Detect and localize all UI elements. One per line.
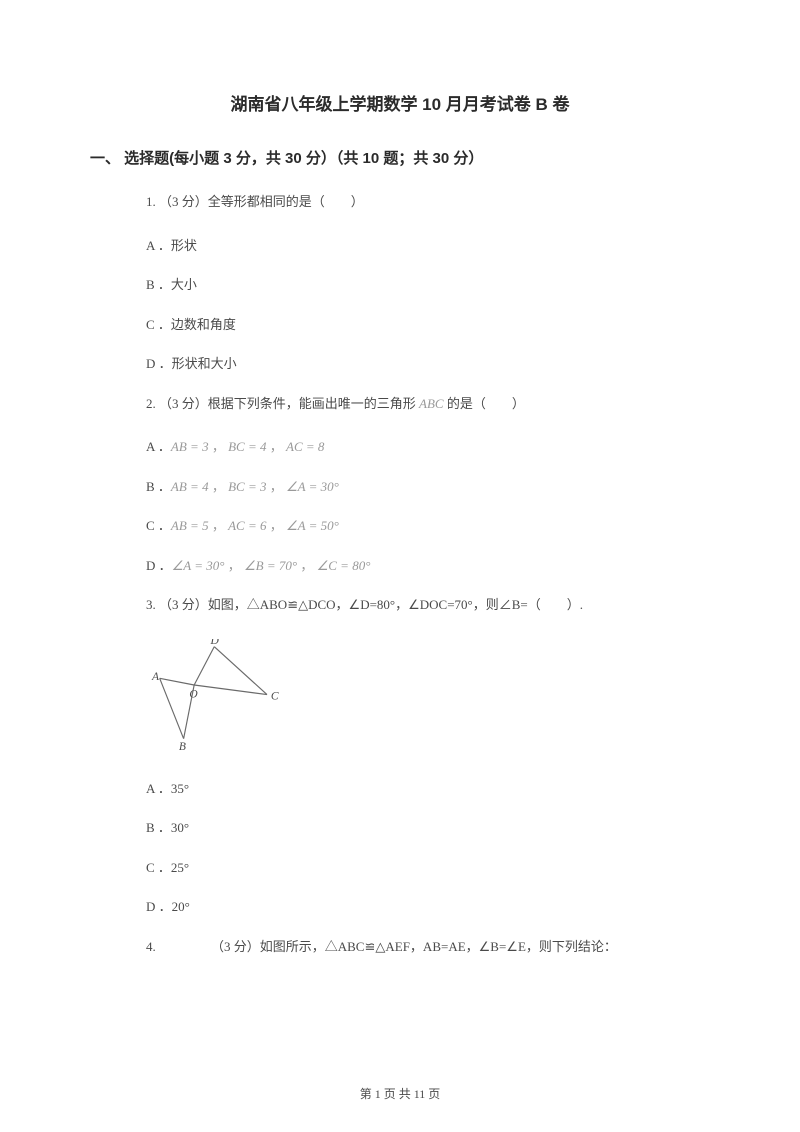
q2-option-d: D ．∠A = 30° ， ∠B = 70° ， ∠C = 80° [146,556,710,576]
question-2: 2. （3 分）根据下列条件，能画出唯一的三角形 ABC 的是（ ） [146,394,710,414]
q2-prefix: 2. （3 分）根据下列条件，能画出唯一的三角形 [146,396,419,411]
q2d-1: ∠A = 30° [172,558,225,573]
q2-option-c: C ．AB = 5 ， AC = 6 ， ∠A = 50° [146,516,710,536]
q2b-s2: ， [266,479,286,494]
q2b-1: AB = 4 [171,479,209,494]
q4-prefix: 4. [146,939,159,954]
q3-diagram: A B O D C [146,639,710,759]
q2-option-a: A ．AB = 3 ， BC = 4 ， AC = 8 [146,437,710,457]
q2-abc: ABC [419,396,444,411]
q2b-pre: B ． [146,479,171,494]
svg-text:A: A [151,671,160,683]
question-4: 4. （3 分）如图所示，△ABC≌△AEF，AB=AE，∠B=∠E，则下列结论… [146,937,710,957]
q3-option-c: C ．25° [146,858,710,878]
q4-body: （3 分）如图所示，△ABC≌△AEF，AB=AE，∠B=∠E，则下列结论： [211,939,617,954]
svg-text:C: C [271,690,279,702]
q1-option-c: C ．边数和角度 [146,315,710,335]
question-1: 1. （3 分）全等形都相同的是（ ） [146,192,710,212]
q2a-s1: ， [209,439,229,454]
q2d-pre: D ． [146,558,172,573]
q2b-2: BC = 3 [228,479,266,494]
page-footer: 第 1 页 共 11 页 [0,1085,800,1102]
svg-text:D: D [209,639,219,647]
q3-option-b: B ．30° [146,818,710,838]
page-title: 湖南省八年级上学期数学 10 月月考试卷 B 卷 [90,90,710,115]
q2d-s1: ， [224,558,244,573]
q2d-2: ∠B = 70° [244,558,297,573]
q2a-3: AC = 8 [286,439,324,454]
q2d-3: ∠C = 80° [317,558,371,573]
q2c-1: AB = 5 [171,518,209,533]
q2c-s2: ， [266,518,286,533]
q2a-pre: A ． [146,439,171,454]
q2-suffix: 的是（ ） [444,396,525,411]
q2a-1: AB = 3 [171,439,209,454]
q2c-s1: ， [209,518,229,533]
q2c-2: AC = 6 [228,518,266,533]
question-3: 3. （3 分）如图，△ABO≌△DCO，∠D=80°，∠DOC=70°，则∠B… [146,595,710,615]
q3-option-a: A ．35° [146,779,710,799]
q2c-3: ∠A = 50° [286,518,339,533]
q2c-pre: C ． [146,518,171,533]
q1-option-a: A ．形状 [146,236,710,256]
svg-text:B: B [179,741,186,753]
q2b-s1: ， [209,479,229,494]
q2a-2: BC = 4 [228,439,266,454]
q2b-3: ∠A = 30° [286,479,339,494]
q3-option-d: D ．20° [146,897,710,917]
q2a-s2: ， [266,439,286,454]
q1-option-d: D ．形状和大小 [146,354,710,374]
q2d-s2: ， [297,558,317,573]
q1-option-b: B ．大小 [146,275,710,295]
svg-text:O: O [189,688,198,700]
q2-option-b: B ．AB = 4 ， BC = 3 ， ∠A = 30° [146,477,710,497]
section-header: 一、 选择题(每小题 3 分，共 30 分）（共 10 题；共 30 分） [90,147,710,168]
